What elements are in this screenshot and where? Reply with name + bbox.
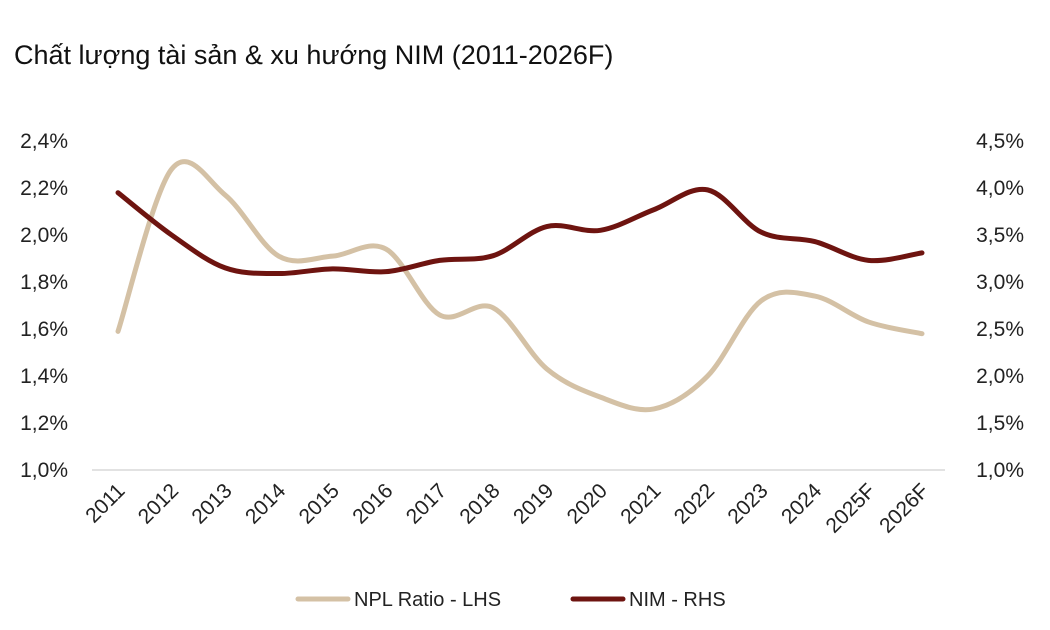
- left-tick-label: 1,4%: [20, 365, 68, 388]
- left-tick-label: 2,4%: [20, 130, 68, 153]
- legend-label: NPL Ratio - LHS: [354, 589, 501, 611]
- x-tick-label: 2020: [563, 479, 612, 528]
- x-tick-label: 2024: [777, 479, 827, 529]
- x-tick-label: 2023: [723, 479, 772, 528]
- x-tick-label: 2022: [670, 479, 719, 528]
- left-tick-label: 2,0%: [20, 224, 68, 247]
- left-tick-label: 2,2%: [20, 177, 68, 200]
- right-tick-label: 2,0%: [976, 365, 1024, 388]
- x-tick-label: 2026F: [875, 479, 933, 537]
- x-tick-label: 2025F: [822, 479, 880, 537]
- right-tick-label: 4,5%: [976, 130, 1024, 153]
- left-tick-label: 1,6%: [20, 318, 68, 341]
- right-tick-label: 3,0%: [976, 271, 1024, 294]
- x-tick-label: 2012: [134, 479, 183, 528]
- left-tick-label: 1,8%: [20, 271, 68, 294]
- x-tick-label: 2017: [402, 479, 451, 528]
- right-tick-label: 1,0%: [976, 459, 1024, 482]
- x-tick-label: 2014: [241, 479, 291, 529]
- right-tick-label: 1,5%: [976, 412, 1024, 435]
- series-line-npl: [115, 159, 925, 413]
- chart-title: Chất lượng tài sản & xu hướng NIM (2011-…: [14, 40, 614, 70]
- x-tick-label: 2018: [455, 479, 504, 528]
- left-tick-label: 1,2%: [20, 412, 68, 435]
- x-tick-label: 2016: [348, 479, 397, 528]
- series-line-nim: [115, 186, 925, 277]
- right-tick-label: 4,0%: [976, 177, 1024, 200]
- x-tick-label: 2013: [187, 479, 236, 528]
- right-tick-label: 3,5%: [976, 224, 1024, 247]
- right-tick-label: 2,5%: [976, 318, 1024, 341]
- legend-label: NIM - RHS: [629, 589, 726, 611]
- x-tick-label: 2019: [509, 479, 558, 528]
- left-tick-label: 1,0%: [20, 459, 68, 482]
- x-tick-label: 2015: [295, 479, 344, 528]
- x-tick-label: 2011: [81, 479, 129, 527]
- x-tick-label: 2021: [616, 479, 665, 528]
